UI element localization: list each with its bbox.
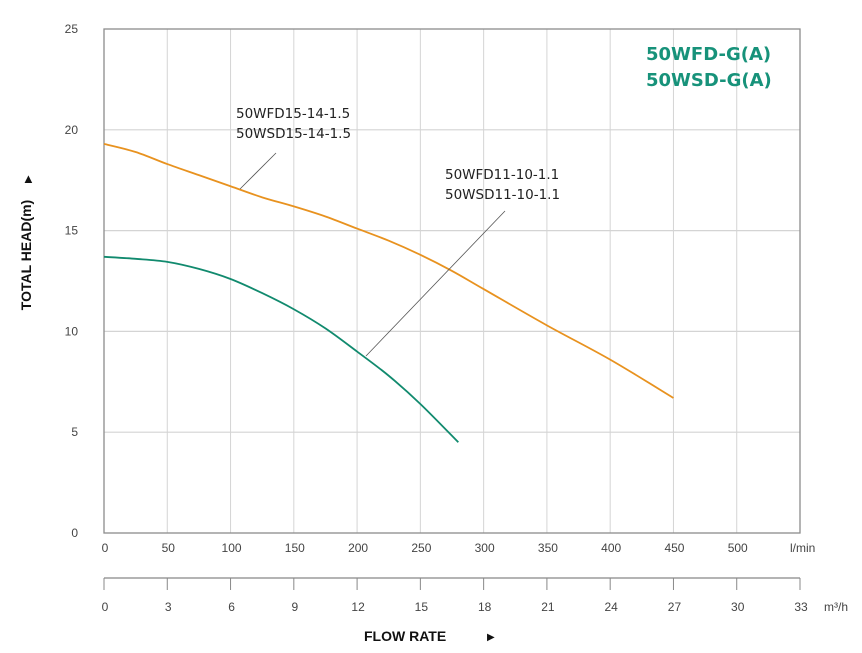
series-2-leader-line: [365, 210, 506, 357]
series-2-label-line-2: 50WSD11-10-1.1: [445, 187, 560, 203]
grid: [103, 28, 801, 590]
curves: [103, 143, 674, 443]
y-tick-label: 25: [65, 22, 79, 36]
x-tick-label: 50: [162, 541, 176, 555]
y-tick-label: 5: [71, 425, 78, 439]
title-line-1: 50WFD-G(A): [646, 44, 771, 65]
x2-tick-label: 15: [415, 600, 429, 614]
x-tick-label: 100: [222, 541, 242, 555]
x2-tick-label: 24: [605, 600, 619, 614]
x2-tick-label: 3: [165, 600, 172, 614]
x-arrow-icon: ▶: [487, 632, 495, 643]
title-line-2: 50WSD-G(A): [646, 70, 772, 91]
title: 50WFD-G(A) 50WSD-G(A): [646, 44, 772, 91]
x-tick-label: 300: [475, 541, 495, 555]
x2-tick-label: 18: [478, 600, 492, 614]
x-tick-label: 0: [102, 541, 109, 555]
y-axis-label: TOTAL HEAD(m): [18, 200, 34, 310]
series-2-label-line-1: 50WFD11-10-1.1: [445, 167, 559, 183]
x-unit-label: l/min: [790, 541, 815, 555]
x2-tick-label: 6: [228, 600, 235, 614]
x2-tick-label: 33: [794, 600, 808, 614]
y-tick-label: 0: [71, 526, 78, 540]
series-1-curve: [103, 143, 674, 399]
series-1-label-line-2: 50WSD15-14-1.5: [236, 126, 351, 142]
series-label-green: 50WFD11-10-1.1 50WSD11-10-1.1: [365, 167, 560, 357]
x2-tick-label: 21: [541, 600, 555, 614]
x-tick-label: 500: [728, 541, 748, 555]
x-tick-label: 350: [538, 541, 558, 555]
y-arrow-icon: ▶: [23, 175, 34, 183]
x2-tick-label: 27: [668, 600, 682, 614]
y-axis-title: TOTAL HEAD(m) ▶: [18, 175, 34, 310]
x-tick-label: 400: [601, 541, 621, 555]
x2-tick-label: 9: [291, 600, 298, 614]
x-tick-label: 250: [411, 541, 431, 555]
x2-unit-label: m³/h: [824, 600, 848, 614]
x-tick-label: 150: [285, 541, 305, 555]
y-tick-label: 10: [65, 324, 79, 338]
series-label-orange: 50WFD15-14-1.5 50WSD15-14-1.5: [236, 106, 351, 190]
series-1-label-line-1: 50WFD15-14-1.5: [236, 106, 350, 122]
x2-tick-label: 30: [731, 600, 745, 614]
x2-tick-label: 0: [102, 600, 109, 614]
series-1-leader-line: [239, 152, 277, 190]
y-tick-label: 20: [65, 123, 79, 137]
x-tick-label: 200: [348, 541, 368, 555]
x2-tick-label: 12: [351, 600, 365, 614]
y-tick-label: 15: [65, 224, 79, 238]
plot-frame: [103, 28, 801, 534]
x-axis-label: FLOW RATE: [364, 628, 446, 644]
series-2-curve: [103, 255, 459, 443]
x-tick-label: 450: [664, 541, 684, 555]
